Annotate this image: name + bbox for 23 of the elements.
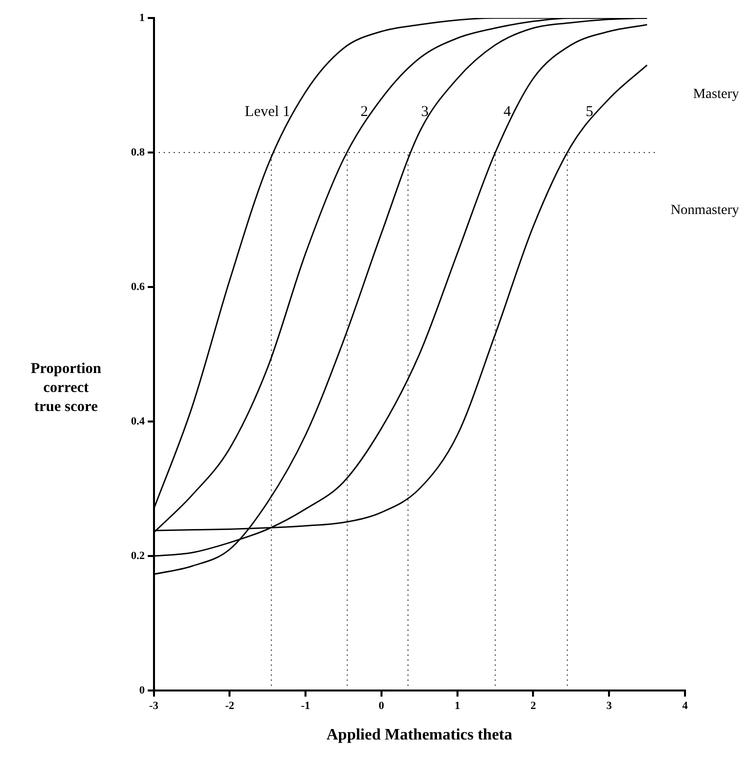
y-tick-label: 0 (139, 684, 146, 696)
x-axis-title: Applied Mathematics theta (326, 726, 512, 744)
x-tick-label: 2 (530, 700, 536, 712)
y-tick-label: 0.6 (131, 280, 146, 293)
y-tick-label: 0.4 (131, 415, 146, 428)
series-label: 5 (586, 104, 594, 120)
x-tick-label: -3 (149, 700, 159, 712)
text: Mastery (693, 87, 739, 102)
series-label: 3 (421, 104, 429, 120)
x-tick-label: 3 (606, 700, 612, 712)
y-tick-label: 0.8 (131, 146, 146, 158)
annotation: Nonmastery (670, 203, 739, 218)
y-axis-title: Proportion correct true score (30, 360, 102, 415)
y-tick-label: 0.2 (131, 550, 146, 562)
x-tick-label: 1 (454, 700, 460, 712)
y-tick-label: 1 (139, 12, 145, 24)
x-tick-label: -1 (300, 700, 310, 712)
series-label: 2 (360, 104, 368, 120)
series-label: Level 1 (244, 104, 290, 120)
x-tick-label: 4 (682, 700, 688, 712)
series-label: 4 (503, 104, 512, 120)
x-tick-label: 0 (378, 700, 385, 712)
x-tick-label: -2 (225, 700, 235, 712)
